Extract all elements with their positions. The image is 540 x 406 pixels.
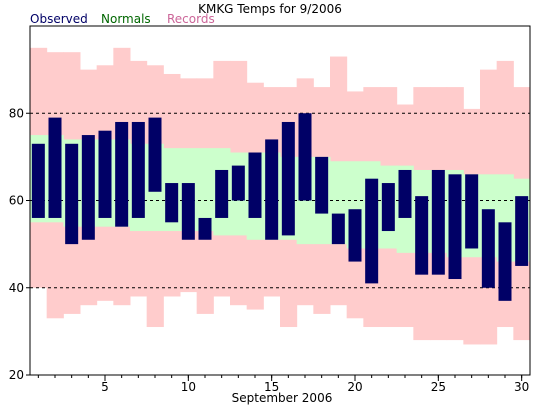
observed-bar-day-7 [131, 121, 145, 218]
y-tick-label-40: 40 [9, 281, 24, 295]
legend-records: Records [167, 12, 215, 26]
observed-bar-day-19 [331, 213, 345, 245]
observed-bar-day-23 [398, 169, 412, 218]
observed-bar-day-16 [281, 121, 295, 236]
observed-bar-day-4 [81, 135, 95, 240]
observed-bar-day-5 [98, 130, 112, 218]
x-axis-label: September 2006 [232, 391, 333, 405]
plot-area: 20 40 60 80 5 10 15 20 25 30 [9, 25, 531, 394]
observed-bar-day-27 [465, 174, 479, 249]
x-tick-label-15: 15 [264, 380, 279, 394]
normals-band-day-11 [196, 148, 214, 232]
x-tick-label-5: 5 [101, 380, 109, 394]
observed-bar-day-28 [481, 209, 495, 288]
observed-bar-day-21 [365, 178, 379, 284]
observed-bar-day-6 [115, 121, 129, 227]
observed-bar-day-13 [231, 165, 245, 201]
x-tick-label-25: 25 [431, 380, 446, 394]
observed-bar-day-17 [298, 113, 312, 201]
observed-bar-day-29 [498, 222, 512, 301]
observed-bar-day-20 [348, 209, 362, 262]
observed-bar-day-1 [31, 143, 45, 218]
observed-bar-day-9 [165, 183, 179, 223]
x-tick-label-10: 10 [181, 380, 196, 394]
observed-bar-day-15 [265, 139, 279, 240]
observed-bar-day-30 [515, 196, 529, 266]
observed-bar-day-2 [48, 117, 62, 218]
observed-bar-day-10 [181, 183, 195, 240]
y-tick-label-80: 80 [9, 106, 24, 120]
observed-bar-day-25 [431, 169, 445, 275]
observed-bar-day-22 [381, 183, 395, 232]
chart-title: KMKG Temps for 9/2006 [198, 2, 342, 16]
x-tick-label-30: 30 [514, 380, 529, 394]
x-tick-label-20: 20 [347, 380, 362, 394]
observed-bar-day-18 [315, 156, 329, 214]
observed-bar-day-24 [415, 196, 429, 275]
observed-bar-day-26 [448, 174, 462, 280]
legend-observed: Observed [30, 12, 88, 26]
observed-bar-day-12 [215, 169, 229, 218]
observed-bar-day-14 [248, 152, 262, 218]
observed-bar-day-8 [148, 117, 162, 192]
legend-normals: Normals [101, 12, 151, 26]
y-tick-label-20: 20 [9, 368, 24, 382]
observed-bar-day-11 [198, 217, 212, 240]
y-tick-label-60: 60 [9, 194, 24, 208]
observed-bar-day-3 [65, 143, 79, 245]
